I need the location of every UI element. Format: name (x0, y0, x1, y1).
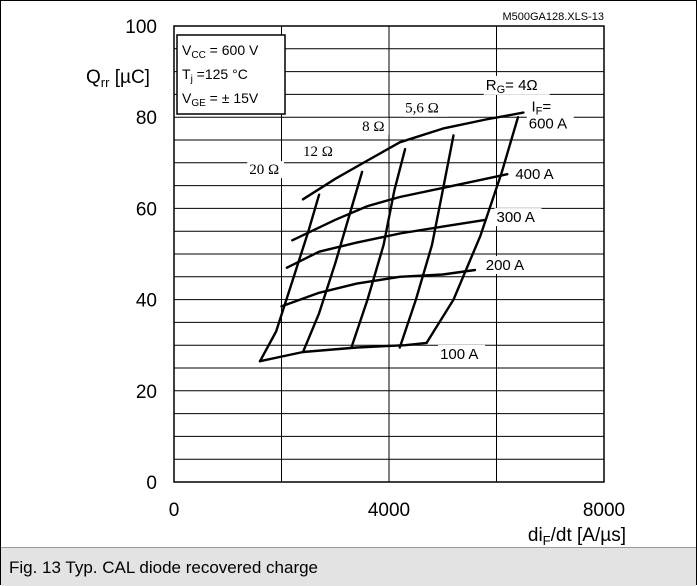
x-tick-label: 8000 (583, 500, 625, 521)
rg-header-bg (483, 75, 550, 95)
x-axis-title: diF/dt [A/µs] (528, 525, 626, 547)
resistance-label: 12 Ω (303, 144, 333, 160)
resistance-curve (301, 170, 364, 354)
y-tick-label: 80 (136, 108, 157, 129)
resistance-curve (425, 116, 520, 345)
current-label-bg (494, 208, 542, 227)
y-tick-label: 60 (136, 199, 157, 220)
y-tick-label: 100 (125, 17, 157, 38)
resistance-label: 20 Ω (249, 162, 279, 178)
if-header: IF= (531, 99, 551, 118)
x-tick-label: 4000 (368, 500, 410, 521)
current-curve (301, 111, 525, 201)
y-tick-label: 40 (136, 291, 157, 312)
figure-caption: Fig. 13 Typ. CAL diode recovered charge (9, 558, 319, 577)
resistance-curve (398, 134, 455, 349)
resistance-label-bg (301, 142, 338, 160)
resistance-label: 8 Ω (362, 119, 384, 135)
current-label: 400 A (515, 166, 553, 183)
condition-text: VCC = 600 V (182, 42, 259, 61)
plot-frame (173, 25, 605, 483)
resistance-label-bg (360, 117, 389, 135)
resistance-curve (350, 147, 407, 349)
if-header-bg (529, 97, 564, 116)
current-curve (258, 341, 428, 363)
rg-header: RG= 4Ω (486, 77, 538, 96)
conditions-box (176, 34, 286, 115)
y-axis-title: Qrr [µC] (86, 67, 150, 90)
current-curve (285, 218, 487, 269)
current-label: 200 A (486, 257, 524, 274)
current-curve (291, 173, 509, 242)
caption-bar: Fig. 13 Typ. CAL diode recovered charge (1, 547, 696, 586)
current-label: 100 A (440, 346, 478, 363)
condition-text: Tj =125 °C (182, 66, 248, 85)
x-tick-label: 0 (169, 500, 180, 521)
y-tick-label: 0 (146, 473, 157, 494)
y-tick-label: 20 (136, 382, 157, 403)
resistance-curve (258, 193, 321, 363)
current-label-bg (483, 255, 531, 274)
current-label: 600 A (529, 116, 567, 133)
current-label-bg (513, 164, 561, 183)
resistance-label-bg (247, 161, 285, 179)
resistance-label: 5,6 Ω (405, 101, 439, 117)
current-curve (280, 268, 477, 308)
chart: 0 20 40 60 80 100 0 4000 8000 Qrr [µC] diF/dt [A/µ… (86, 11, 626, 547)
current-label-bg (438, 344, 486, 363)
document-id: M500GA128.XLS-13 (502, 11, 604, 23)
current-label: 300 A (497, 209, 535, 226)
current-label-bg (526, 114, 574, 133)
condition-text: VGE = ± 15V (182, 90, 259, 109)
resistance-label-bg (403, 99, 449, 117)
